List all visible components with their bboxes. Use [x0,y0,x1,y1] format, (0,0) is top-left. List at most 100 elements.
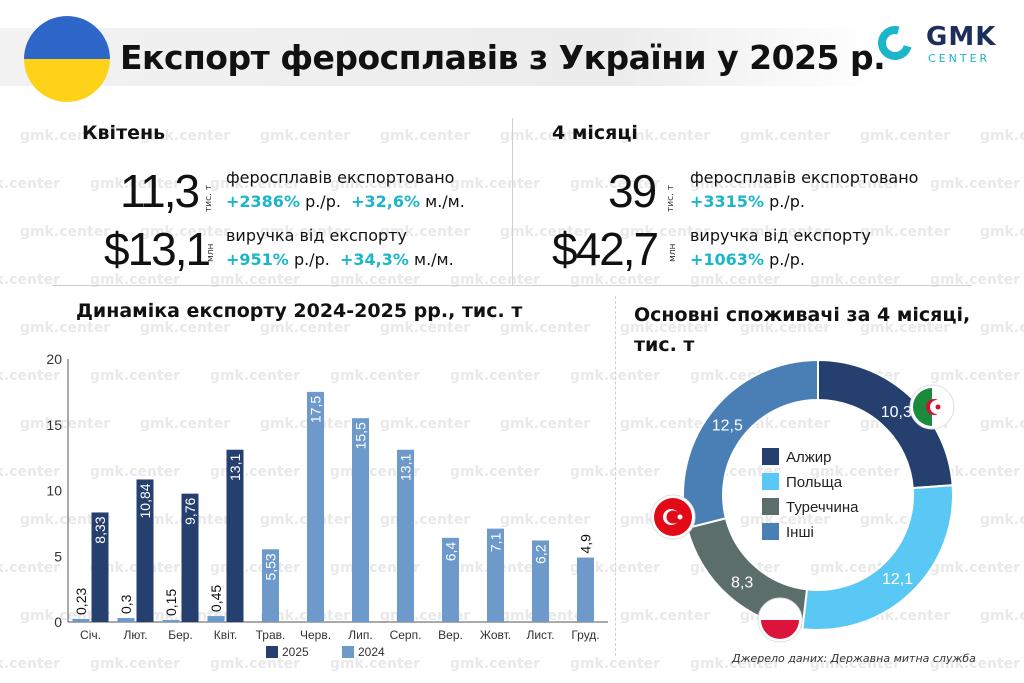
watermark-text: gmk.center [450,176,541,192]
april-volume-yoy: +2386% [226,192,300,211]
data-source: Джерело даних: Державна митна служба [732,652,976,665]
watermark-text: gmk.center [90,272,181,288]
x-tick-label: Бер. [168,628,193,642]
april-revenue-changes: +951% р./р. +34,3% м./м. [226,250,454,269]
april-volume-mom-unit: м./м. [425,192,465,211]
april-revenue-yoy-unit: р./р. [293,250,330,269]
watermark-text: gmk.center [210,368,301,384]
watermark-text: gmk.center [140,128,231,144]
x-tick-label: Черв. [300,628,331,642]
watermark-text: gmk.center [500,224,591,240]
watermark-text: gmk.center [0,560,61,576]
bar-2024 [307,391,324,622]
watermark-text: gmk.center [930,560,1021,576]
bar-2024-value-label: 13,1 [398,454,414,481]
bar-2025-value-label: 8,33 [92,516,108,543]
y-tick-label: 0 [54,614,62,630]
legend-swatch-2024 [342,646,354,658]
four-months-revenue-unit: млн [668,243,678,262]
four-months-volume-value: 39 [608,165,657,217]
legend-swatch [762,473,779,490]
poland-flag-icon [757,597,803,643]
bar-2024 [207,616,225,622]
bar-2024 [487,528,504,622]
watermark-text: gmk.center [90,368,181,384]
watermark-text: gmk.center [450,272,541,288]
watermark-text: gmk.center [930,656,1021,672]
bar-2025-value-label: 9,76 [182,497,198,524]
watermark-text: gmk.center [570,656,661,672]
watermark-text: gmk.center [260,320,351,336]
four-months-revenue-yoy: +1063% [690,250,764,269]
bar-2024 [352,418,369,622]
donut-chart-title: Основні споживачі за 4 місяці, тис. т [634,304,971,356]
legend-label: Алжир [786,449,832,466]
watermark-text: gmk.center [500,128,591,144]
section-divider-horizontal [52,285,972,286]
watermark-text: gmk.center [260,416,351,432]
watermark-text: gmk.center [500,512,591,528]
watermark-text: gmk.center [380,224,471,240]
x-tick-label: Квіт. [214,628,238,642]
watermark-text: gmk.center [450,656,541,672]
april-volume-desc: феросплавів експортовано [226,168,455,187]
watermark-text: gmk.center [380,320,471,336]
watermark-text: gmk.center [860,224,951,240]
watermark-text: gmk.center [20,224,111,240]
bar-2024-value-label: 15,5 [353,422,369,449]
x-tick-label: Лют. [123,628,147,642]
legend-label: Туреччина [786,499,859,516]
bar-2024-value-label: 0,45 [208,585,224,612]
watermark-text: gmk.center [810,176,901,192]
bar-2025 [226,449,244,622]
watermark-text: gmk.center [90,656,181,672]
watermark-text: gmk.center [620,128,711,144]
legend-label-2024: 2024 [358,645,385,659]
bar-2024 [72,618,90,622]
four-months-volume-desc: феросплавів експортовано [690,168,919,187]
x-tick-label: Жовт. [480,628,511,642]
watermark-text: gmk.center [90,560,181,576]
bar-2024-value-label: 17,5 [308,396,324,423]
watermark-text: gmk.center [740,224,831,240]
watermark-text: gmk.center [690,272,781,288]
april-volume-mom: +32,6% [351,192,421,211]
watermark-text: gmk.center [860,128,951,144]
watermark-text: gmk.center [20,128,111,144]
watermark-text: gmk.center [330,368,421,384]
april-revenue-mom: +34,3% [339,250,409,269]
legend-swatch [762,523,779,540]
april-volume-value: 11,3 [120,165,200,217]
four-months-title: 4 місяці [552,122,638,144]
watermark-text: gmk.center [330,272,421,288]
bar-2024-value-label: 5,53 [263,553,279,580]
watermark-text: gmk.center [500,320,591,336]
bar-2025-value-label: 13,1 [227,454,243,481]
bar-chart-title: Динаміка експорту 2024-2025 рр., тис. т [76,300,523,322]
watermark-text: gmk.center [0,464,61,480]
watermark-text: gmk.center [20,416,111,432]
april-volume-changes: +2386% р./р. +32,6% м./м. [226,192,465,211]
four-months-revenue-value: $42,7 [552,223,659,275]
four-months-volume-unit: тис. т [666,184,676,212]
watermark-text: gmk.center [0,656,61,672]
bar-2024-value-label: 6,4 [443,542,459,562]
watermark-text: gmk.center [330,656,421,672]
x-tick-label: Січ. [80,628,101,642]
bar-2024 [532,540,549,622]
x-tick-label: Груд. [571,628,599,642]
page-title: Експорт феросплавів з України у 2025 р. [120,38,886,77]
watermark-text: gmk.center [140,320,231,336]
legend-swatch [762,498,779,515]
turkey-flag-icon [650,494,696,540]
x-tick-label: Лист. [526,628,554,642]
y-tick-label: 5 [54,548,62,564]
watermark-text: gmk.center [210,272,301,288]
bar-2024 [262,549,279,622]
watermark-text: gmk.center [260,608,351,624]
donut-value-label: 12,1 [882,571,913,588]
bar-2024-value-label: 6,2 [533,544,549,564]
watermark-text: gmk.center [690,656,781,672]
watermark-text: gmk.center [0,368,61,384]
watermark-text: gmk.center [980,416,1024,432]
